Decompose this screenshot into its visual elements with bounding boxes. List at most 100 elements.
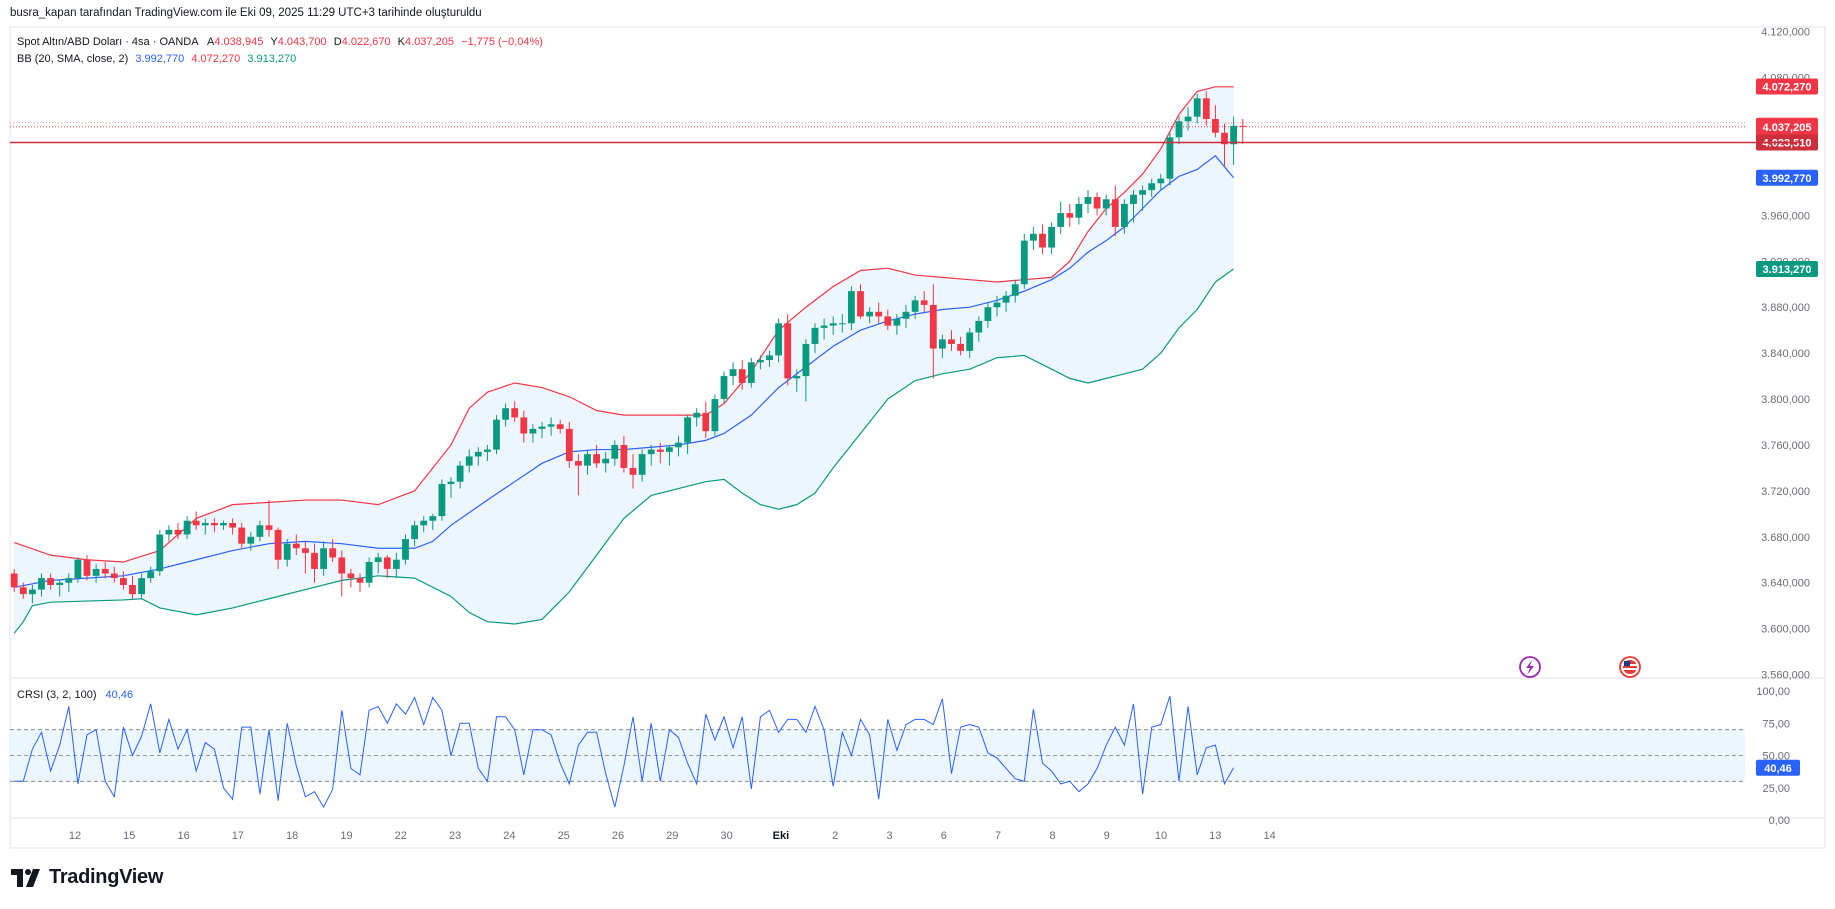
- candle: [110, 566, 118, 583]
- candle: [829, 316, 837, 335]
- ohlc-low-value: 4.022,670: [341, 36, 391, 48]
- candle: [429, 513, 437, 530]
- candle-body: [684, 417, 691, 443]
- time-tick-label: 25: [558, 830, 570, 842]
- candle: [793, 369, 801, 393]
- bb-lower-value: 3.913,270: [247, 53, 297, 65]
- candle-body: [92, 568, 100, 576]
- time-tick-label: 15: [123, 830, 135, 842]
- candle-body: [56, 582, 64, 585]
- candle: [984, 302, 992, 328]
- candle-body: [1066, 213, 1074, 218]
- candle-body: [1193, 98, 1201, 117]
- candle-body: [502, 408, 509, 420]
- candle: [1111, 185, 1119, 237]
- candle: [320, 541, 327, 576]
- bb-basis-price-label: 3.992,770: [1756, 169, 1818, 186]
- candle-body: [192, 520, 200, 526]
- candle: [211, 518, 218, 533]
- price-tick-label: 3.800,000: [1761, 394, 1810, 406]
- candle-body: [447, 481, 455, 484]
- candle-body: [738, 369, 746, 383]
- candle-body: [747, 362, 755, 383]
- axes: 4.120,0004.080,0003.960,0003.920,0003.88…: [69, 27, 1818, 842]
- candle-body: [65, 578, 73, 583]
- candle-body: [975, 320, 983, 333]
- time-tick-label: 8: [1049, 830, 1055, 842]
- candle-body: [993, 302, 1001, 308]
- candle-body: [238, 527, 246, 544]
- candle: [247, 532, 255, 551]
- candle: [1212, 105, 1219, 138]
- candle-body: [720, 376, 728, 400]
- candle-body: [693, 412, 701, 418]
- ohlc-low-label: D: [333, 36, 342, 48]
- us-flag-icon[interactable]: [1619, 656, 1641, 678]
- candle-body: [1084, 197, 1092, 204]
- candle: [83, 555, 91, 581]
- candle-body: [866, 311, 873, 317]
- lightning-icon[interactable]: [1519, 656, 1541, 678]
- candle-body: [547, 424, 555, 427]
- candle: [411, 520, 418, 546]
- candle: [1221, 123, 1228, 168]
- ohlc-open-label: A: [207, 36, 215, 48]
- candle: [56, 580, 64, 597]
- candle: [948, 330, 955, 351]
- candle-body: [848, 291, 855, 324]
- candle-body: [711, 399, 719, 432]
- candle-body: [174, 529, 182, 535]
- candle: [711, 394, 719, 436]
- candle: [92, 564, 100, 583]
- candle: [302, 541, 309, 574]
- candle-body: [1239, 125, 1247, 127]
- candle-body: [802, 343, 810, 377]
- candle: [292, 534, 300, 556]
- candle: [629, 454, 637, 489]
- candle: [584, 449, 591, 475]
- candle: [1148, 178, 1156, 198]
- candle: [866, 307, 873, 324]
- candle: [29, 584, 36, 604]
- candle-body: [957, 343, 964, 351]
- crsi-value: 40,46: [105, 689, 134, 701]
- candle: [1048, 222, 1055, 255]
- candle: [1102, 194, 1110, 216]
- candle-body: [383, 557, 391, 569]
- candle: [684, 415, 691, 455]
- bb-basis-price-label-bg: [1756, 169, 1818, 186]
- candle-body: [347, 573, 355, 579]
- candle-body: [1002, 295, 1010, 303]
- candle-body: [620, 444, 628, 468]
- candle-body: [647, 449, 655, 455]
- candle-body: [165, 529, 173, 535]
- candle: [875, 302, 883, 324]
- candle: [1175, 116, 1183, 145]
- candle-body: [1020, 240, 1028, 285]
- candle-body: [838, 323, 846, 325]
- candle: [192, 511, 200, 530]
- candle: [402, 534, 409, 565]
- candle-body: [1075, 203, 1083, 218]
- bb-basis-price-label-text: 3.992,770: [1763, 173, 1812, 185]
- crsi-tick-label: 75,00: [1762, 718, 1790, 730]
- candle-body: [884, 316, 892, 326]
- candle-body: [911, 300, 919, 312]
- candle-body: [520, 417, 528, 434]
- candle: [1020, 233, 1028, 289]
- candle: [229, 518, 236, 535]
- time-tick-label: 3: [886, 830, 892, 842]
- candle-body: [229, 523, 236, 528]
- candle-body: [1039, 233, 1046, 248]
- candle-body: [1230, 125, 1237, 145]
- candle: [1057, 201, 1065, 234]
- time-tick-label: 16: [177, 830, 189, 842]
- candle-body: [147, 571, 155, 579]
- candle: [784, 314, 792, 386]
- candle-body: [611, 444, 619, 459]
- tradingview-logo[interactable]: TradingView: [11, 866, 163, 889]
- candle: [838, 314, 846, 333]
- candle: [65, 573, 73, 592]
- candle-body: [484, 449, 491, 452]
